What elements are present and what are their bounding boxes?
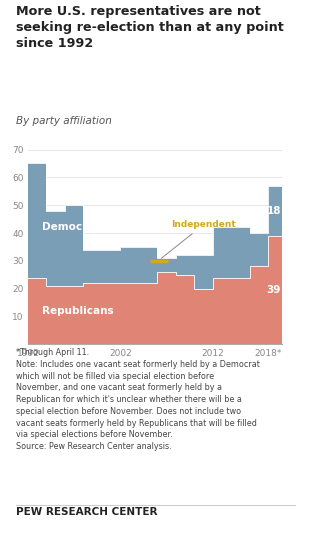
Text: More U.S. representatives are not
seeking re-election than at any point
since 19: More U.S. representatives are not seekin…: [16, 5, 283, 50]
Text: via special elections before November.: via special elections before November.: [16, 430, 172, 439]
Text: Democrats: Democrats: [42, 223, 105, 232]
Text: 39: 39: [267, 285, 281, 295]
Text: *Through April 11.: *Through April 11.: [16, 348, 89, 357]
Text: vacant seats formerly held by Republicans that will be filled: vacant seats formerly held by Republican…: [16, 419, 256, 428]
Text: By party affiliation: By party affiliation: [16, 116, 111, 127]
Text: Source: Pew Research Center analysis.: Source: Pew Research Center analysis.: [16, 442, 171, 451]
Text: Republicans: Republicans: [42, 306, 113, 316]
Text: November, and one vacant seat formerly held by a: November, and one vacant seat formerly h…: [16, 383, 222, 392]
Text: Republican for which it's unclear whether there will be a: Republican for which it's unclear whethe…: [16, 395, 241, 404]
Text: Independent: Independent: [161, 220, 236, 258]
Text: which will not be filled via special election before: which will not be filled via special ele…: [16, 372, 214, 381]
Text: 18: 18: [267, 206, 281, 216]
Text: PEW RESEARCH CENTER: PEW RESEARCH CENTER: [16, 507, 157, 517]
Text: special election before November. Does not include two: special election before November. Does n…: [16, 407, 241, 416]
Text: Note: Includes one vacant seat formerly held by a Democrat: Note: Includes one vacant seat formerly …: [16, 360, 259, 369]
